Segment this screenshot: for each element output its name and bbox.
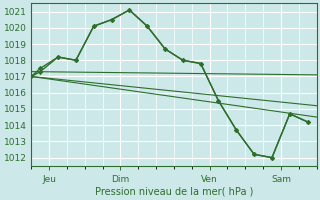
X-axis label: Pression niveau de la mer( hPa ): Pression niveau de la mer( hPa ) [95,187,253,197]
